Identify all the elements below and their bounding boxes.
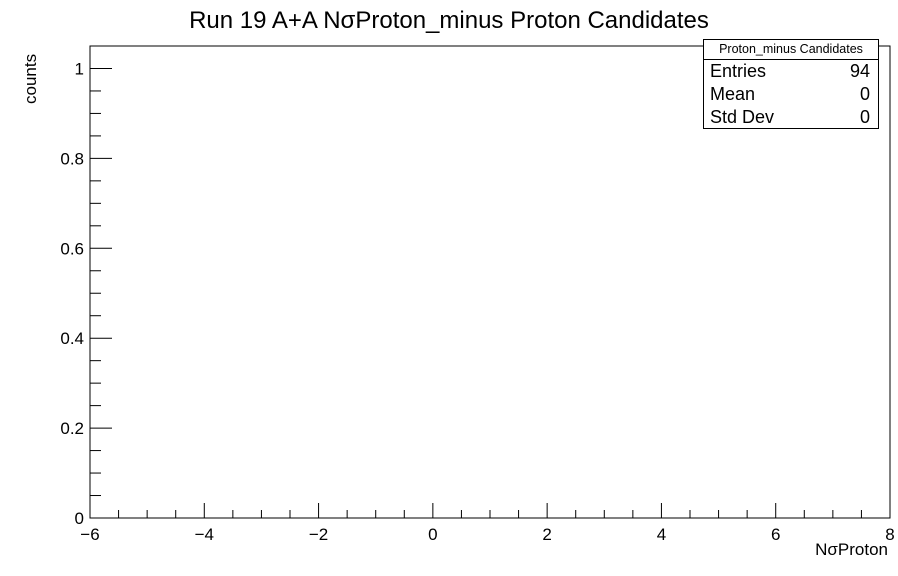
y-axis-label: counts (21, 53, 40, 104)
x-tick-label: 0 (428, 525, 437, 544)
stats-key: Entries (710, 61, 767, 81)
stats-value: 0 (859, 84, 870, 104)
stats-box-title: Proton_minus Candidates (704, 40, 878, 60)
x-tick-label: 8 (885, 525, 894, 544)
x-axis-label: NσProton (815, 540, 888, 559)
stats-row-mean: Mean 0 (704, 83, 878, 106)
stats-key: Mean (710, 84, 756, 104)
stats-row-entries: Entries 94 (704, 60, 878, 83)
x-tick-label: −4 (195, 525, 214, 544)
y-tick-label: 0.2 (60, 419, 84, 438)
y-tick-label: 0.4 (60, 329, 84, 348)
x-tick-label: −6 (80, 525, 99, 544)
y-tick-label: 0.8 (60, 149, 84, 168)
y-tick-label: 1 (75, 59, 84, 78)
stats-row-stddev: Std Dev 0 (704, 106, 878, 129)
x-tick-label: 6 (771, 525, 780, 544)
x-tick-label: 2 (542, 525, 551, 544)
y-tick-label: 0 (75, 509, 84, 528)
stats-box: Proton_minus Candidates Entries 94 Mean … (703, 39, 879, 129)
x-tick-label: 4 (657, 525, 666, 544)
chart-title: Run 19 A+A NσProton_minus Proton Candida… (189, 7, 709, 34)
stats-value: 0 (859, 107, 870, 127)
stats-value: 94 (849, 61, 870, 81)
x-tick-label: −2 (309, 525, 328, 544)
y-tick-label: 0.6 (60, 239, 84, 258)
stats-key: Std Dev (710, 107, 775, 127)
